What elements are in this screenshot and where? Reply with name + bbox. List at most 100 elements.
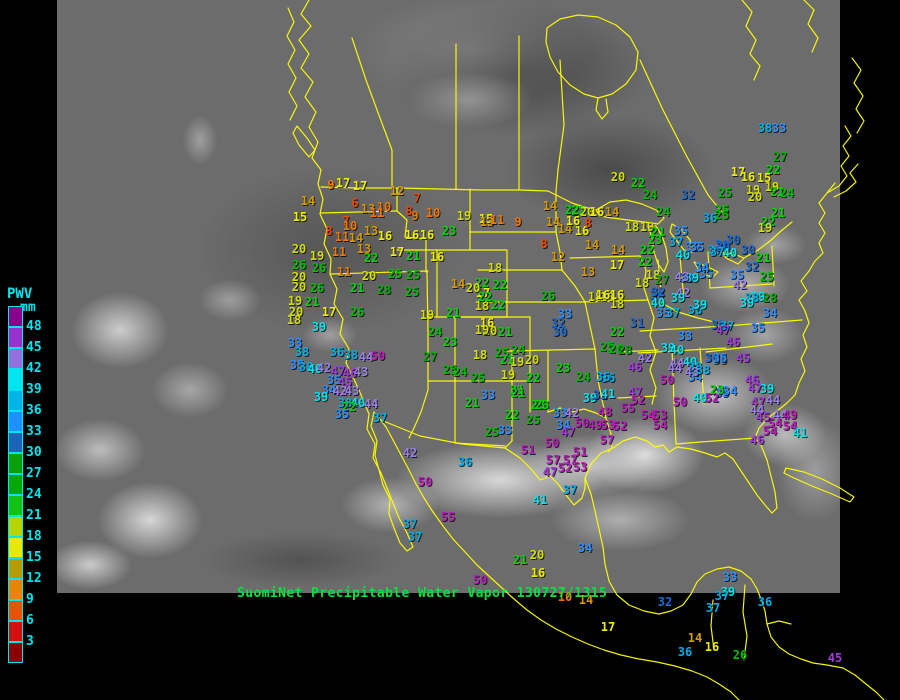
station-value: 24 xyxy=(642,188,658,202)
vancouver-island xyxy=(292,125,316,158)
station-value: 33 xyxy=(722,570,738,584)
station-value: 35 xyxy=(712,353,728,367)
station-value: 26 xyxy=(540,289,556,303)
station-value: 18 xyxy=(609,297,625,311)
coastline-pacific xyxy=(298,0,740,700)
coastline-atlantic xyxy=(584,182,836,514)
station-value: 20 xyxy=(524,353,540,367)
station-value: 34 xyxy=(694,260,710,274)
station-value: 53 xyxy=(652,408,668,422)
station-value: 28 xyxy=(376,283,392,297)
station-value: 35 xyxy=(714,386,730,400)
station-value: 40 xyxy=(669,343,685,357)
station-value: 34 xyxy=(577,541,593,555)
state-border xyxy=(569,255,641,259)
station-value: 22 xyxy=(639,243,655,257)
station-value: 46 xyxy=(627,360,643,374)
station-value: 37 xyxy=(665,306,681,320)
legend-label: 9 xyxy=(26,592,34,607)
station-value: 36 xyxy=(702,211,718,225)
legend-title: PWV xyxy=(7,286,33,302)
station-value: 30 xyxy=(704,351,720,365)
station-value: 26 xyxy=(608,342,624,356)
station-value: 17 xyxy=(352,179,368,193)
station-value: 18 xyxy=(587,290,603,304)
state-border xyxy=(705,343,773,353)
border-us-canada xyxy=(743,221,793,259)
station-value: 23 xyxy=(442,335,458,349)
station-value: 36 xyxy=(329,345,345,359)
station-value: 21 xyxy=(349,281,365,295)
caption: SuomiNet Precipitable Water Vapor 130727… xyxy=(237,586,608,601)
station-value: 50 xyxy=(417,475,433,489)
station-value: 47 xyxy=(560,425,576,439)
station-value: 9 xyxy=(327,178,335,192)
border-central-america xyxy=(766,620,792,625)
station-value: 33 xyxy=(552,406,568,420)
state-border xyxy=(673,401,677,445)
station-value: 15 xyxy=(292,210,308,224)
station-value: 8 xyxy=(540,237,548,251)
station-value: 28 xyxy=(762,291,778,305)
station-value: 19 xyxy=(419,308,435,322)
legend-label: 30 xyxy=(26,445,42,460)
station-value: 55 xyxy=(620,401,636,415)
station-value: 21 xyxy=(445,306,461,320)
station-value: 20 xyxy=(291,242,307,256)
station-value: 40 xyxy=(682,355,698,369)
station-value: 35 xyxy=(326,373,342,387)
state-border xyxy=(639,325,727,332)
station-value: 18 xyxy=(487,261,503,275)
station-value: 44 xyxy=(669,356,685,370)
state-border xyxy=(555,231,563,271)
station-value: 31 xyxy=(629,316,645,330)
station-value: 35 xyxy=(698,267,714,281)
legend-box xyxy=(8,537,23,558)
station-value: 38 xyxy=(687,360,703,374)
station-value: 10 xyxy=(557,590,573,604)
station-value: 21 xyxy=(510,386,526,400)
station-value: 22 xyxy=(637,255,653,269)
station-value: 46 xyxy=(744,373,760,387)
state-border xyxy=(584,299,649,303)
station-value: 42 xyxy=(732,278,748,292)
legend-box xyxy=(8,516,23,537)
station-value: 42 xyxy=(564,406,580,420)
satellite-image xyxy=(57,0,840,593)
station-value: 21 xyxy=(755,251,771,265)
station-value: 10 xyxy=(376,200,392,214)
legend-label: 18 xyxy=(26,529,42,544)
station-value: 26 xyxy=(309,281,325,295)
station-value: 49 xyxy=(587,418,603,432)
state-border xyxy=(709,283,773,289)
station-value: 38 xyxy=(757,121,773,135)
station-value: 39 xyxy=(313,390,329,404)
station-value: 22 xyxy=(477,290,493,304)
station-value: 37 xyxy=(705,601,721,615)
legend-unit: mm xyxy=(20,300,36,315)
station-value: 30 xyxy=(740,243,756,257)
station-value: 37 xyxy=(562,483,578,497)
station-value: 25 xyxy=(494,346,510,360)
legend-box xyxy=(8,369,23,390)
station-value: 47 xyxy=(330,364,346,378)
station-value: 21 xyxy=(499,353,515,367)
station-value: 22 xyxy=(341,400,357,414)
station-value: 42 xyxy=(637,351,653,365)
station-value: 34 xyxy=(722,384,738,398)
legend-box xyxy=(8,558,23,579)
station-value: 11 xyxy=(489,213,505,227)
legend-box xyxy=(8,390,23,411)
station-value: 44 xyxy=(667,361,683,375)
station-value: 36 xyxy=(677,645,693,659)
station-value: 26 xyxy=(349,305,365,319)
james-bay xyxy=(595,97,609,120)
station-value: 16 xyxy=(419,228,435,242)
station-value: 47 xyxy=(750,395,766,409)
state-border xyxy=(657,259,663,303)
station-value: 20 xyxy=(465,281,481,295)
station-value: 32 xyxy=(744,260,760,274)
station-value: 25 xyxy=(759,270,775,284)
station-value: 20 xyxy=(747,190,763,204)
